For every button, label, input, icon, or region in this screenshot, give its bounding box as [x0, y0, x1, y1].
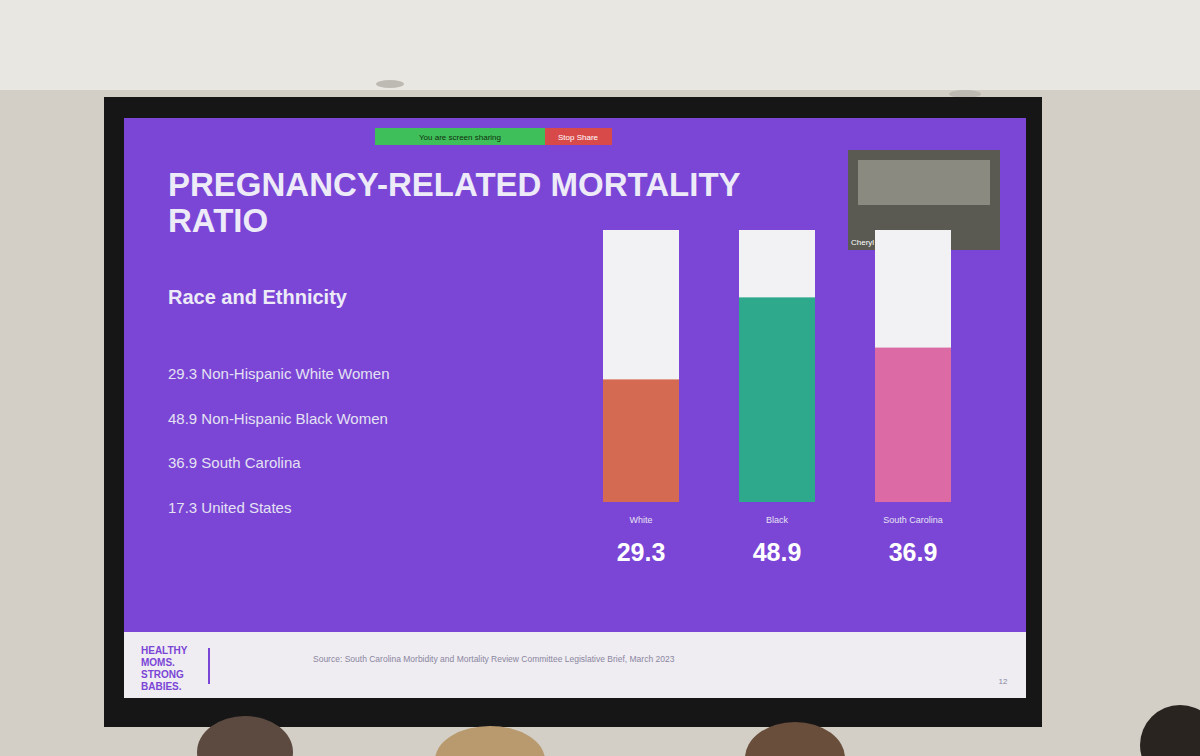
wall [0, 90, 1200, 756]
list-item: 36.9 South Carolina [168, 454, 301, 471]
audience-head [745, 722, 845, 756]
stop-share-text: Stop Share [558, 133, 599, 142]
share-text: You are screen sharing [419, 133, 501, 142]
page: You are screen sharing Stop Share Cheryl PR… [0, 0, 1200, 756]
screen-frame [104, 97, 1042, 727]
ceiling [0, 0, 1200, 90]
footer-logo-text: HEALTHYMOMS.STRONGBABIES. [141, 645, 188, 692]
bar [875, 348, 951, 502]
data-label: 29.3 [617, 538, 666, 566]
bar [739, 297, 815, 502]
ceiling-light [376, 80, 404, 88]
bar-track [875, 230, 951, 502]
audience-head [435, 726, 545, 756]
video-name: Cheryl [851, 238, 874, 247]
title: PREGNANCY-RELATED MORTALITYRATIO [168, 166, 741, 239]
list-item: 17.3 United States [168, 499, 291, 516]
slide-background [124, 118, 1026, 632]
footer-logo-line: STRONG [141, 669, 184, 680]
footer-divider [208, 648, 210, 684]
video-room [858, 160, 990, 205]
bar-track [603, 230, 679, 502]
ceiling-light [949, 90, 981, 98]
share-banner [375, 128, 545, 145]
slide-footer [124, 632, 1026, 698]
page-number: 12 [999, 677, 1008, 686]
category-label: Black [766, 515, 789, 525]
data-label: 48.9 [753, 538, 802, 566]
footer-logo-line: MOMS. [141, 657, 175, 668]
source: Source: South Carolina Morbidity and Mor… [313, 654, 675, 664]
bar [603, 379, 679, 502]
title-line: RATIO [168, 202, 268, 239]
subtitle: Race and Ethnicity [168, 286, 348, 308]
category-label: South Carolina [883, 515, 943, 525]
footer-logo-line: BABIES. [141, 681, 182, 692]
data-label: 36.9 [889, 538, 938, 566]
list-item: 48.9 Non-Hispanic Black Women [168, 410, 388, 427]
bar-track [739, 230, 815, 502]
bars [603, 230, 951, 502]
footer-logo-line: HEALTHY [141, 645, 188, 656]
stop-share-button[interactable] [545, 128, 612, 145]
title-line: PREGNANCY-RELATED MORTALITY [168, 166, 741, 203]
category-label: White [629, 515, 652, 525]
audience-head [1140, 705, 1200, 756]
audience-head [197, 716, 293, 756]
list-item: 29.3 Non-Hispanic White Women [168, 365, 389, 382]
